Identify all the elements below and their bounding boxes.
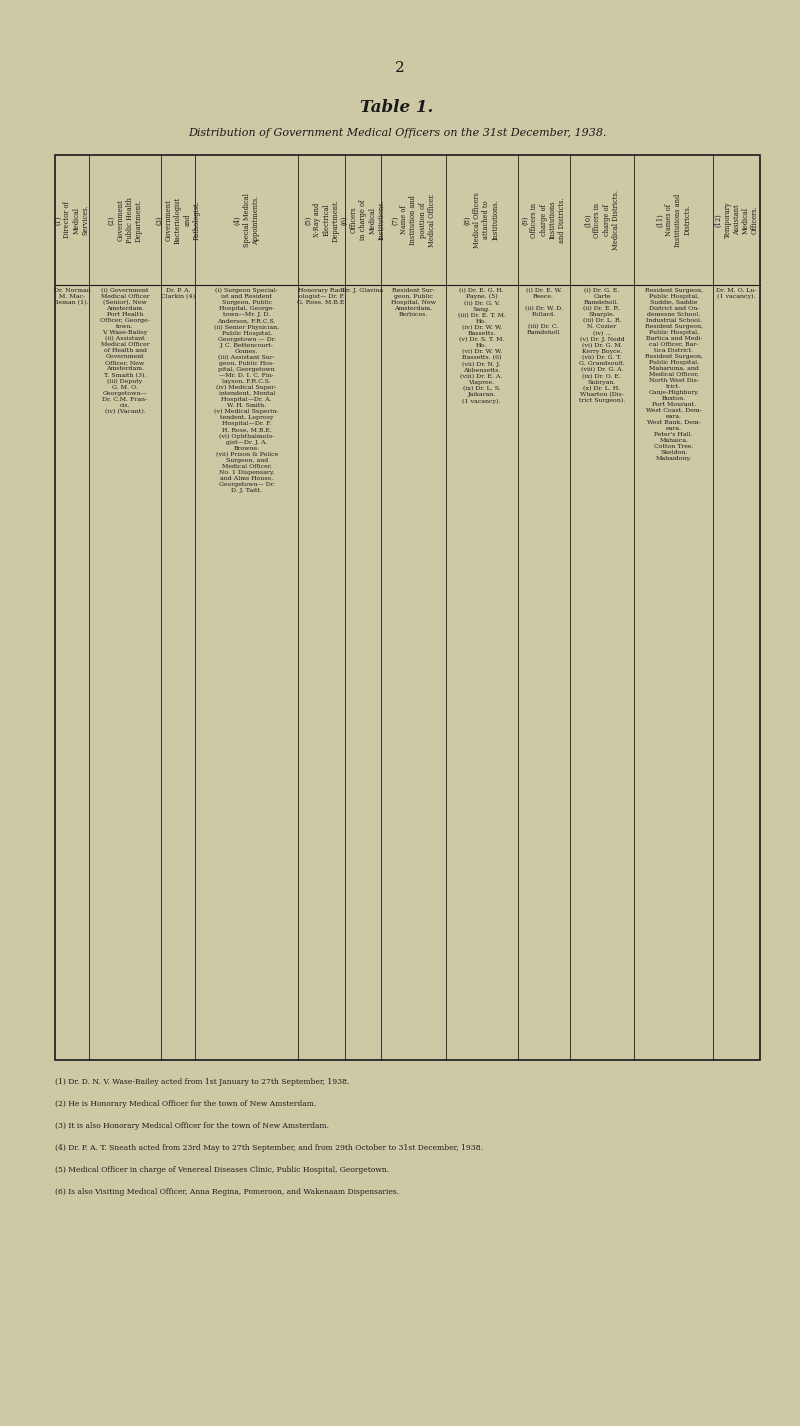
Text: (4) Dr. P. A. T. Sneath acted from 23rd May to 27th September, and from 29th Oct: (4) Dr. P. A. T. Sneath acted from 23rd … xyxy=(55,1144,483,1152)
Text: (3) It is also Honorary Medical Officer for the town of New Amsterdam.: (3) It is also Honorary Medical Officer … xyxy=(55,1122,329,1129)
Text: (12)
Temporary
Assistant
Medical
Officers.: (12) Temporary Assistant Medical Officer… xyxy=(714,201,759,238)
Text: Distribution of Government Medical Officers on the 31st December, 1938.: Distribution of Government Medical Offic… xyxy=(188,128,606,138)
Text: Dr. M. O. Lu-
(1 vacancy).: Dr. M. O. Lu- (1 vacancy). xyxy=(716,288,757,299)
Text: (3)
Government
Bacteriologist
and
Pathologist.: (3) Government Bacteriologist and Pathol… xyxy=(156,197,201,244)
Text: (i) Government
Medical Officer
(Senior), New
Amsterdam.
Port Health
Officer, Geo: (i) Government Medical Officer (Senior),… xyxy=(100,288,150,414)
Text: (7)
Name of
Institution and
position of
Medical Officer.: (7) Name of Institution and position of … xyxy=(391,193,436,247)
Text: Resident Surgeon,
Public Hospital,
Suddie, Saddie
District and On-
demesne Schoo: Resident Surgeon, Public Hospital, Suddi… xyxy=(645,288,702,461)
Text: 2: 2 xyxy=(395,61,405,76)
Text: Resident Sur-
geon, Public
Hospital, New
Amsterdam,
Berbices.: Resident Sur- geon, Public Hospital, New… xyxy=(391,288,436,317)
Text: (8)
Medical Officers
attached to
Institutions.: (8) Medical Officers attached to Institu… xyxy=(464,193,499,248)
Text: (2) He is Honorary Medical Officer for the town of New Amsterdam.: (2) He is Honorary Medical Officer for t… xyxy=(55,1099,316,1108)
Text: (11)
Names of
Institutions and
Districts.: (11) Names of Institutions and Districts… xyxy=(656,194,691,247)
Text: (2)
Government
Public Health
Department.: (2) Government Public Health Department. xyxy=(107,197,143,242)
Text: (i) Dr. E. G. H.
Payne. (5)
(ii) Dr. G. V.
Sang.
(iii) Dr. E. T. M.
Ho.
(iv) Dr.: (i) Dr. E. G. H. Payne. (5) (ii) Dr. G. … xyxy=(458,288,506,404)
Text: (i) Dr. G. E.
Carte
Ramdeholl.
(ii) Dr. E. R.
Sharple.
(iii) Dr. L. R.
N. Cozier: (i) Dr. G. E. Carte Ramdeholl. (ii) Dr. … xyxy=(579,288,625,404)
Text: (5) Medical Officer in charge of Venereal Diseases Clinic, Public Hospital, Geor: (5) Medical Officer in charge of Venerea… xyxy=(55,1166,389,1174)
Text: (i) Surgeon Special-
ist and Resident
Surgeon, Public
Hospital, George-
town—Mr.: (i) Surgeon Special- ist and Resident Su… xyxy=(214,288,279,493)
Text: (1) Dr. D. N. V. Wase-Bailey acted from 1st January to 27th September, 1938.: (1) Dr. D. N. V. Wase-Bailey acted from … xyxy=(55,1078,350,1087)
Text: Dr. Norman
M. Mac-
Ieman (1).: Dr. Norman M. Mac- Ieman (1). xyxy=(54,288,90,305)
Text: (6) Is also Visiting Medical Officer, Anna Regina, Pomeroon, and Wakenaam Dispen: (6) Is also Visiting Medical Officer, An… xyxy=(55,1188,399,1196)
Bar xyxy=(55,155,760,1060)
Text: (10)
Officers in
charge of
Medical Districts.: (10) Officers in charge of Medical Distr… xyxy=(584,190,620,250)
Text: Table 1.: Table 1. xyxy=(360,100,434,117)
Text: (6)
Officers
in charge of
Medical
Institutions.: (6) Officers in charge of Medical Instit… xyxy=(341,200,386,241)
Text: (i) Dr. E. W.
Reece.

(ii) Dr. W. D.
Follard.

(iii) Dr. C.
Ramdeholl: (i) Dr. E. W. Reece. (ii) Dr. W. D. Foll… xyxy=(525,288,562,335)
Text: (5)
X-Ray and
Electrical
Department.: (5) X-Ray and Electrical Department. xyxy=(304,198,339,241)
Text: Honorary Radi-
ologist— Dr. F.
G. Rose, M.B.E.: Honorary Radi- ologist— Dr. F. G. Rose, … xyxy=(297,288,346,305)
Text: Dr. P. A.
Clarkin (4): Dr. P. A. Clarkin (4) xyxy=(161,288,195,299)
Text: Dr. J. Glavina: Dr. J. Glavina xyxy=(342,288,384,292)
Text: (4)
Special Medical
Appointments.: (4) Special Medical Appointments. xyxy=(234,193,260,247)
Text: (1)
Director of
Medical
Services.: (1) Director of Medical Services. xyxy=(54,201,90,238)
Text: (9)
Officers in
charge of
Institutions
and Districts.: (9) Officers in charge of Institutions a… xyxy=(521,197,566,242)
